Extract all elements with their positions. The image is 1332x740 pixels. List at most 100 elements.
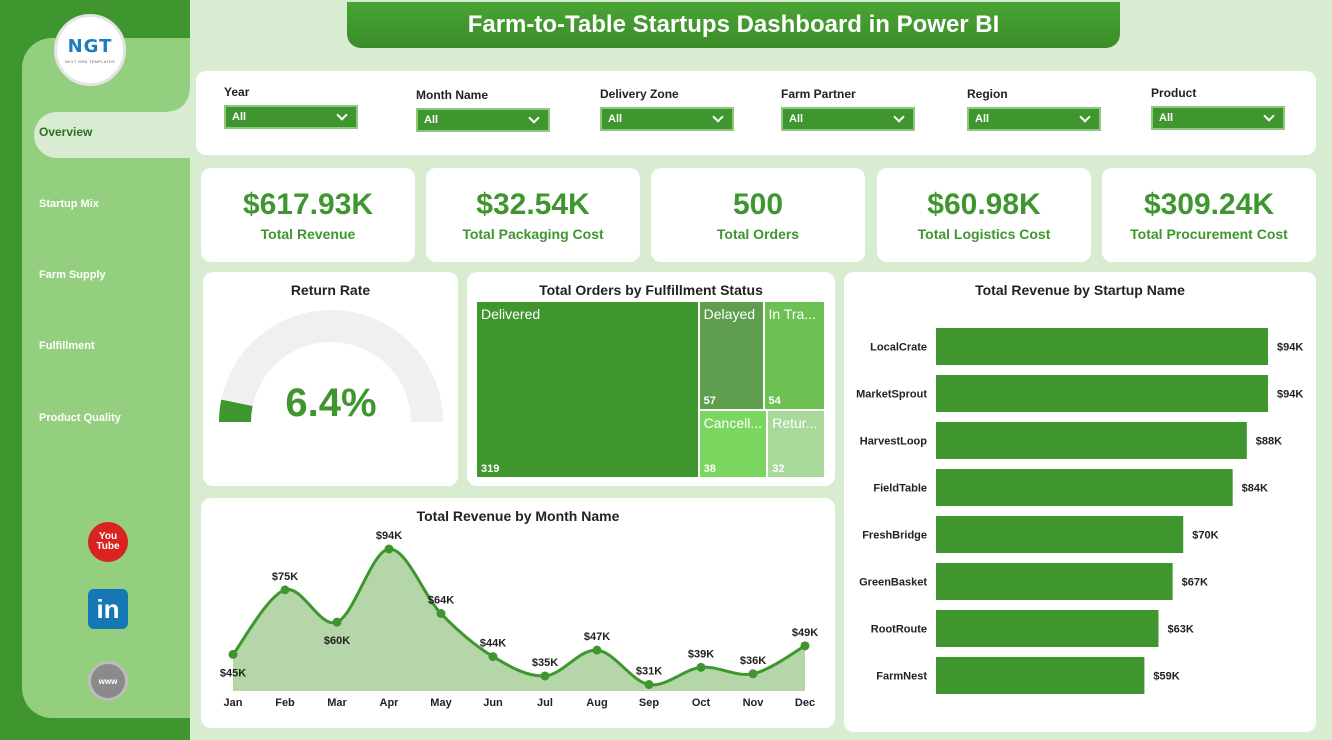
bar-value-label: $94K xyxy=(1277,342,1303,354)
area-point[interactable] xyxy=(696,662,706,672)
filter-delivery-zone-value: All xyxy=(608,113,623,125)
filter-region: Region All xyxy=(967,87,1101,131)
x-tick-label: Dec xyxy=(795,697,815,709)
linkedin-icon[interactable]: in xyxy=(88,589,128,629)
treemap-tile[interactable]: Retur... 32 xyxy=(768,410,824,477)
kpi-card-total-revenue: $617.93K Total Revenue xyxy=(201,168,415,262)
treemap-tile-label: Delivered xyxy=(481,306,541,322)
chart-title: Return Rate xyxy=(290,282,371,298)
bar-value-label: $59K xyxy=(1153,671,1179,683)
area-point[interactable] xyxy=(332,617,342,627)
chevron-down-icon xyxy=(1263,110,1275,122)
bar[interactable] xyxy=(936,469,1233,506)
x-tick-label: Apr xyxy=(380,697,400,709)
bar[interactable] xyxy=(936,516,1184,553)
sidebar-item-product-quality[interactable]: Product Quality xyxy=(39,412,121,424)
treemap-tile[interactable]: Delivered 319 xyxy=(477,302,698,477)
point-value-label: $39K xyxy=(688,648,714,660)
bar[interactable] xyxy=(936,422,1247,459)
treemap-tile[interactable]: Delayed 57 xyxy=(699,302,763,409)
bar-category-label: LocalCrate xyxy=(870,342,927,354)
bar[interactable] xyxy=(936,328,1268,365)
bar-value-label: $70K xyxy=(1192,530,1218,542)
treemap-tile-value: 38 xyxy=(703,462,716,475)
area-point[interactable] xyxy=(280,585,290,595)
area-point[interactable] xyxy=(748,669,758,679)
chevron-down-icon xyxy=(1079,111,1091,123)
treemap-tile-value: 32 xyxy=(772,462,785,475)
sidebar-item-farm-supply[interactable]: Farm Supply xyxy=(39,269,106,281)
area-fill xyxy=(233,548,805,691)
bar[interactable] xyxy=(936,563,1173,600)
gauge-chart: 6.4% xyxy=(219,310,443,425)
kpi-card-total-orders: 500 Total Orders xyxy=(651,168,865,262)
area-point[interactable] xyxy=(384,544,394,554)
area-point[interactable] xyxy=(436,609,446,619)
globe-icon[interactable]: www xyxy=(88,661,128,701)
x-tick-label: Sep xyxy=(639,697,659,709)
gauge-track xyxy=(219,310,443,422)
filter-month-label: Month Name xyxy=(416,88,488,102)
nav-active-indicator xyxy=(34,90,190,158)
area-point[interactable] xyxy=(592,645,602,655)
filter-month-dropdown[interactable]: All xyxy=(416,108,550,132)
filter-panel: Year All Month Name All Delivery Zone Al… xyxy=(196,71,1316,155)
sidebar: NGT NEXT GEN TEMPLATES Overview Startup … xyxy=(0,0,190,740)
area-point[interactable] xyxy=(800,641,810,651)
point-value-label: $64K xyxy=(428,595,454,607)
filter-month-value: All xyxy=(424,114,439,126)
filter-delivery-zone: Delivery Zone All xyxy=(600,87,734,131)
x-tick-label: May xyxy=(430,697,452,709)
logo-text: NGT xyxy=(67,36,113,57)
treemap-chart: Delivered 319 Delayed 57 In Tra... 54 Cancell.… xyxy=(477,302,826,479)
bar[interactable] xyxy=(936,657,1145,694)
treemap-tile-label: Retur... xyxy=(772,414,818,431)
youtube-icon-top: You xyxy=(98,531,118,542)
bar-value-label: $84K xyxy=(1242,483,1268,495)
sidebar-item-startup-mix[interactable]: Startup Mix xyxy=(39,198,99,210)
youtube-icon-bottom: Tube xyxy=(96,541,120,552)
area-point[interactable] xyxy=(644,680,654,690)
filter-farm-partner-dropdown[interactable]: All xyxy=(781,107,915,131)
point-value-label: $31K xyxy=(636,666,662,678)
treemap-tile-value: 54 xyxy=(768,394,781,407)
gauge-value-label: 6.4% xyxy=(285,381,376,425)
x-tick-label: Feb xyxy=(275,697,295,709)
point-value-label: $94K xyxy=(376,530,402,542)
sidebar-item-fulfillment[interactable]: Fulfillment xyxy=(39,340,95,352)
bar[interactable] xyxy=(936,610,1159,647)
filter-farm-partner-label: Farm Partner xyxy=(781,87,856,101)
treemap-tile[interactable]: Cancell... 38 xyxy=(699,410,767,477)
kpi-value: $617.93K xyxy=(242,188,374,221)
point-value-label: $36K xyxy=(740,655,766,667)
monthly-revenue-card: Total Revenue by Month Name $45K Jan $75K F… xyxy=(201,498,835,728)
x-tick-label: Mar xyxy=(327,697,347,709)
chevron-down-icon xyxy=(712,111,724,123)
point-value-label: $75K xyxy=(272,571,298,583)
gauge-fill xyxy=(219,399,253,422)
filter-region-label: Region xyxy=(967,87,1008,101)
filter-product-dropdown[interactable]: All xyxy=(1151,106,1285,130)
point-value-label: $45K xyxy=(220,667,246,679)
kpi-card-procurement-cost: $309.24K Total Procurement Cost xyxy=(1102,168,1316,262)
treemap-tile[interactable]: In Tra... 54 xyxy=(764,302,824,409)
area-point[interactable] xyxy=(228,649,238,659)
treemap-tile-label: Cancell... xyxy=(703,414,763,431)
filter-month: Month Name All xyxy=(416,88,550,132)
bar-category-label: HarvestLoop xyxy=(860,436,928,448)
area-point[interactable] xyxy=(488,652,498,662)
filter-farm-partner-value: All xyxy=(789,113,804,125)
bar[interactable] xyxy=(936,375,1268,412)
filter-region-dropdown[interactable]: All xyxy=(967,107,1101,131)
x-tick-label: Jul xyxy=(537,697,553,709)
sidebar-item-overview[interactable]: Overview xyxy=(39,125,93,139)
page-title: Farm-to-Table Startups Dashboard in Powe… xyxy=(347,2,1120,48)
filter-year-dropdown[interactable]: All xyxy=(224,105,358,129)
filter-delivery-zone-dropdown[interactable]: All xyxy=(600,107,734,131)
youtube-icon[interactable]: You Tube xyxy=(88,522,128,562)
filter-region-value: All xyxy=(975,113,990,125)
area-point[interactable] xyxy=(540,671,550,681)
kpi-value: $32.54K xyxy=(476,188,590,221)
point-value-label: $49K xyxy=(792,627,818,639)
treemap-tile-value: 319 xyxy=(481,463,500,475)
